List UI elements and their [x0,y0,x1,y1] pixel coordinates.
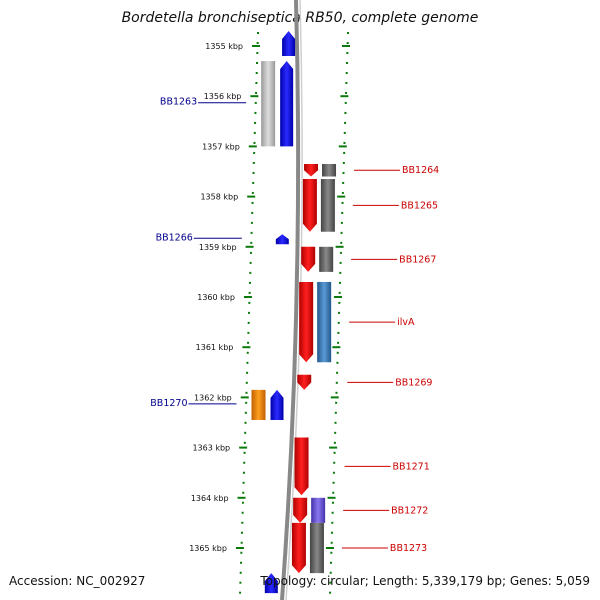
reverse-gene-arrow[interactable] [302,179,317,232]
forward-gene-arrow[interactable] [264,573,278,594]
reverse-gene-partner-block [309,522,324,574]
reverse-gene-arrow[interactable] [304,163,319,177]
tick-label: 1359 kbp [199,243,237,252]
forward-gene-partner-block [251,389,266,420]
backbone-outer [280,0,301,600]
tick-label: 1360 kbp [197,293,235,302]
reverse-gene-arrow[interactable] [291,522,306,574]
reverse-gene-partner-block [319,246,334,272]
reverse-gene-label[interactable]: BB1265 [401,200,438,211]
tick-label: 1362 kbp [194,393,232,402]
tick-label: 1365 kbp [189,544,227,553]
reverse-gene-partner-block [320,179,335,232]
reverse-gene-partner-block [311,497,326,523]
reverse-gene-arrow[interactable] [294,437,309,496]
forward-gene-partner-block [261,61,276,147]
reverse-gene-label[interactable]: BB1271 [393,461,430,472]
tick-label: 1364 kbp [191,494,229,503]
forward-gene-arrow[interactable] [275,234,289,245]
tick-label: 1356 kbp [204,92,242,101]
forward-gene-label[interactable]: BB1270 [150,398,187,409]
reverse-gene-label[interactable]: BB1273 [390,543,427,554]
forward-gene-arrow[interactable] [270,389,284,420]
tick-label: 1363 kbp [192,444,230,453]
reverse-gene-arrow[interactable] [301,246,316,272]
tick-label: 1361 kbp [196,343,234,352]
reverse-strand-genes: BB1264 BB1265 BB1267 ilvA BB1269 BB1271 BB1272… [291,163,439,574]
reverse-gene-label[interactable]: ilvA [397,317,415,328]
left-guide-line [239,31,259,596]
reverse-gene-partner-block [317,281,332,363]
reverse-gene-label[interactable]: BB1269 [395,377,432,388]
forward-gene-label[interactable]: BB1266 [156,232,193,243]
reverse-gene-partner-block [322,163,337,177]
reverse-gene-label[interactable]: BB1267 [399,254,436,265]
right-guide-line [329,31,349,596]
accession-text: Accession: NC_002927 [9,574,146,588]
tick-label: 1358 kbp [200,193,238,202]
topology-text: Topology: circular; Length: 5,339,179 bp… [260,574,590,588]
ruler-ticks: 1355 kbp 1356 kbp 1357 kbp 1358 kbp 1359 kbp… [189,42,350,553]
reverse-gene-arrow[interactable] [299,281,314,363]
reverse-gene-arrow[interactable] [293,497,308,523]
forward-gene-label[interactable]: BB1263 [160,97,197,108]
reverse-gene-label[interactable]: BB1272 [391,505,428,516]
reverse-gene-label[interactable]: BB1264 [402,165,439,176]
forward-gene-arrow[interactable] [282,30,296,57]
tick-label: 1355 kbp [205,42,243,51]
tick-label: 1357 kbp [202,142,240,151]
forward-gene-arrow[interactable] [280,61,294,147]
forward-strand-genes: BB1263 BB1266 BB1270 [150,30,296,594]
reverse-gene-arrow[interactable] [297,374,312,390]
